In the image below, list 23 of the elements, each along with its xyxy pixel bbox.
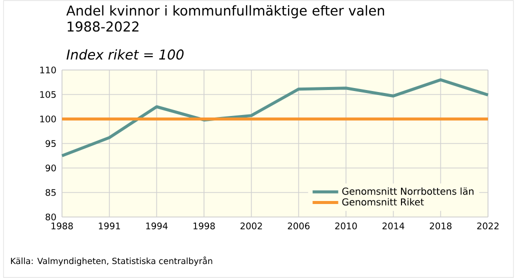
x-tick-label: 2006 bbox=[288, 222, 310, 230]
chart-subtitle: Index riket = 100 bbox=[66, 49, 184, 60]
x-tick-label: 2014 bbox=[382, 222, 404, 230]
y-tick-label: 85 bbox=[46, 189, 56, 196]
y-tick-label: 90 bbox=[46, 164, 56, 172]
y-tick-label: 95 bbox=[46, 140, 56, 147]
x-tick-label: 1991 bbox=[98, 222, 120, 230]
x-tick-label: 1998 bbox=[194, 222, 215, 230]
y-tick-label: 100 bbox=[40, 116, 56, 122]
y-tick-label: 80 bbox=[46, 214, 56, 220]
x-tick-label: 2002 bbox=[240, 222, 262, 230]
x-tick-label: 1994 bbox=[146, 222, 168, 230]
x-tick-label: 2010 bbox=[335, 222, 357, 230]
x-tick-label: 2022 bbox=[477, 222, 499, 230]
x-tick-label: 1988 bbox=[52, 222, 73, 230]
y-tick-label: 110 bbox=[40, 66, 56, 74]
legend-label: Genomsnitt Riket bbox=[342, 198, 424, 206]
chart-title: Andel kvinnor i kommunfullmäktige efter valen 1988-2022 bbox=[66, 5, 384, 32]
y-tick-label: 105 bbox=[40, 91, 56, 98]
line-series bbox=[60, 78, 490, 158]
legend-label: Genomsnitt Norrbottens län bbox=[342, 187, 474, 195]
x-tick-label: 2018 bbox=[430, 222, 452, 230]
text: Källa: Valmyndigheten, Statistiska centralbyrån bbox=[11, 256, 212, 266]
